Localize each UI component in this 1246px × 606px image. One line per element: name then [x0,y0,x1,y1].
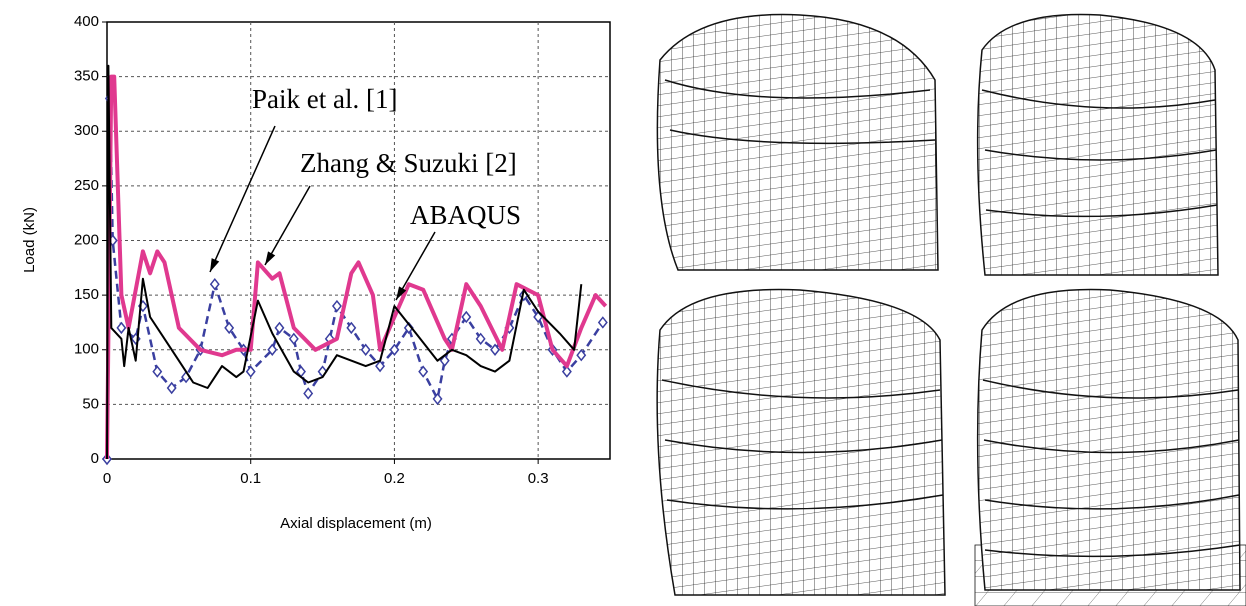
chart: Axial displacement (m) Load (kN) 0 50 100 1… [21,13,611,532]
annotation-arrow [264,185,311,266]
marker [274,321,285,335]
y-tick-label: 100 [74,341,99,358]
arrow-head [265,251,276,265]
annotation: Paik et al. [1] [252,84,397,114]
marker [245,365,256,378]
marker [576,349,587,362]
marker [288,332,299,346]
marker [224,321,235,335]
marker [116,321,127,335]
x-tick-label: 0.1 [240,470,261,487]
marker [303,387,314,400]
marker [432,392,443,406]
y-tick-label: 0 [91,450,99,467]
marker [346,321,357,335]
marker [360,343,371,356]
arrow-head [210,258,220,272]
marker [418,365,429,378]
x-axis-label: Axial displacement (m) [280,515,432,532]
mesh-fold [664,79,936,145]
mesh-fold [981,89,1218,218]
mesh-fold [982,379,1241,558]
marker [389,343,400,356]
mesh-fold [661,379,944,510]
y-tick-label: 250 [74,177,99,194]
mesh-images [656,13,1246,606]
marker [561,365,572,378]
marker [597,316,608,329]
marker [152,365,163,378]
x-tick-label: 0.3 [528,470,549,487]
series-line [105,74,608,460]
y-axis-label: Load (kN) [21,207,38,273]
y-tick-label: 350 [74,68,99,85]
series-line [106,64,583,460]
marker [490,343,500,356]
annotation: ABAQUS [410,200,521,230]
marker [267,343,278,356]
y-tick-label: 300 [74,122,99,139]
marker [375,359,386,373]
mesh-bottom-right [976,288,1241,591]
marker [331,299,342,313]
mesh-top-right [976,13,1219,276]
marker [461,310,472,324]
marker [166,381,177,395]
y-tick-label: 50 [82,395,99,412]
x-tick-label: 0 [103,470,111,487]
arrow-head [396,286,407,300]
x-tick-label: 0.2 [384,470,405,487]
marker [439,354,450,367]
annotation: Zhang & Suzuki [2] [300,148,517,178]
y-tick-label: 400 [74,13,99,30]
y-tick-label: 200 [74,231,99,248]
plot-area [106,21,611,460]
marker [209,277,220,291]
marker [475,332,486,346]
y-tick-label: 150 [74,286,99,303]
annotation-arrow [209,125,276,273]
mesh-bottom-left [656,288,946,596]
